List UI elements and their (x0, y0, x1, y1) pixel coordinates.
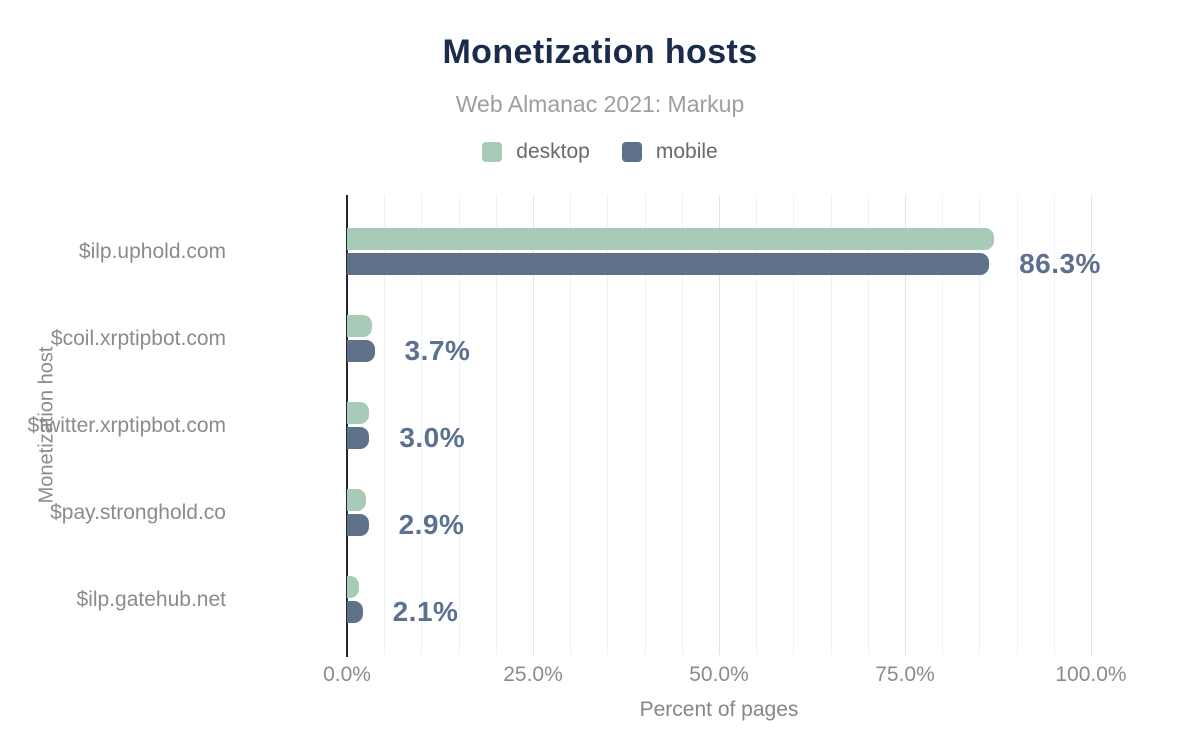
chart-row: $coil.xrptipbot.com 3.7% (51, 295, 1200, 382)
chart-subtitle: Web Almanac 2021: Markup (455, 91, 745, 117)
minor-gridline (421, 195, 423, 655)
minor-gridline (495, 195, 497, 655)
category-label: $ilp.gatehub.net (76, 587, 226, 611)
major-gridline (719, 195, 720, 655)
legend-label: desktop (516, 140, 590, 163)
legend-label: mobile (655, 140, 718, 163)
minor-gridline (867, 195, 869, 655)
minor-gridline (979, 195, 981, 655)
desktop-bar[interactable] (347, 576, 359, 598)
chart-row: $twitter.xrptipbot.com 3.0% (28, 382, 1200, 469)
minor-gridline (644, 195, 646, 655)
desktop-bar[interactable] (347, 228, 995, 250)
bar-group (347, 208, 1200, 275)
y-axis-line (346, 195, 348, 657)
minor-gridline (1016, 195, 1018, 655)
desktop-bar[interactable] (347, 402, 369, 424)
mobile-bar[interactable] (347, 601, 363, 623)
x-tick-label: 100.0% (1055, 663, 1127, 686)
x-axis-ticks: 0.0% 25.0% 50.0% 75.0% 100.0% (323, 663, 1127, 689)
minor-gridline (384, 195, 386, 655)
desktop-bar[interactable] (347, 489, 366, 511)
minor-gridline (830, 195, 832, 655)
value-label: 3.0% (399, 422, 466, 453)
legend-item-desktop[interactable]: desktop (482, 140, 590, 164)
desktop-swatch-icon (482, 142, 503, 162)
chart-row: $pay.stronghold.co 2.9% (50, 469, 1200, 556)
bar-group (347, 382, 1200, 449)
bar-group (347, 469, 1200, 536)
value-label: 2.9% (398, 509, 465, 540)
mobile-bar[interactable] (347, 253, 990, 275)
legend: desktop mobile (0, 140, 1200, 164)
minor-gridline (756, 195, 758, 655)
chart-row: $ilp.uphold.com 86.3% (79, 208, 1200, 295)
minor-gridline (458, 195, 460, 655)
value-label: 3.7% (404, 335, 471, 366)
mobile-swatch-icon (621, 142, 642, 162)
minor-gridline (793, 195, 795, 655)
category-label: $pay.stronghold.co (50, 500, 226, 524)
x-tick-label: 75.0% (875, 663, 935, 686)
minor-gridline (607, 195, 609, 655)
category-label: $ilp.uphold.com (78, 239, 226, 263)
legend-item-mobile[interactable]: mobile (621, 140, 718, 164)
value-label: 2.1% (392, 596, 459, 627)
minor-gridline (1053, 195, 1055, 655)
x-axis-title: Percent of pages (639, 698, 799, 721)
x-tick-label: 50.0% (689, 663, 749, 686)
bar-group (347, 295, 1200, 362)
bar-group (347, 556, 1200, 623)
category-label: $twitter.xrptipbot.com (27, 413, 226, 437)
chart-title: Monetization hosts (442, 33, 758, 71)
x-tick-label: 0.0% (323, 663, 371, 686)
chart-row: $ilp.gatehub.net 2.1% (77, 556, 1200, 643)
category-label: $coil.xrptipbot.com (50, 326, 226, 350)
major-gridline (533, 195, 534, 655)
mobile-bar[interactable] (347, 514, 369, 536)
mobile-bar[interactable] (347, 427, 370, 449)
minor-gridline (942, 195, 944, 655)
plot-area: $ilp.uphold.com 86.3% $coil.xrptipbot.co… (28, 195, 1100, 657)
bar-rows: $ilp.uphold.com 86.3% $coil.xrptipbot.co… (28, 208, 1200, 643)
x-tick-label: 25.0% (503, 663, 563, 686)
value-label: 86.3% (1019, 248, 1101, 279)
desktop-bar[interactable] (347, 315, 372, 337)
minor-gridline (570, 195, 572, 655)
major-gridline (905, 195, 906, 655)
minor-gridline (681, 195, 683, 655)
mobile-bar[interactable] (347, 340, 375, 362)
major-gridline (1091, 195, 1092, 655)
